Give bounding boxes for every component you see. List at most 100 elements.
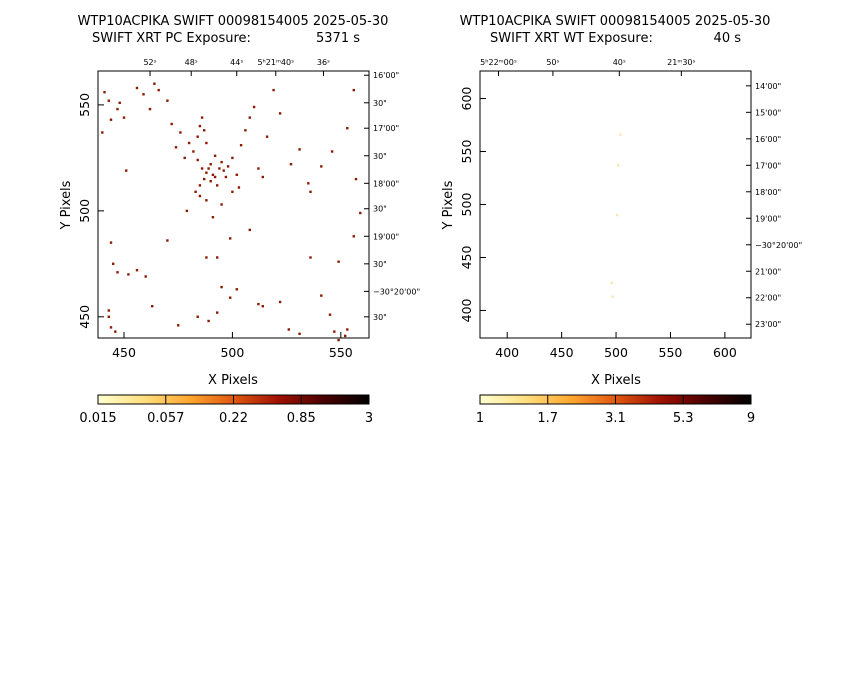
pc-event-pixel [320, 294, 323, 297]
pc-ra-label: 48ˢ [185, 58, 198, 67]
wt-xtick-label: 400 [495, 345, 519, 360]
pc-event-pixel [328, 313, 332, 316]
pc-event-pixel [116, 107, 119, 111]
pc-colorbar: 0.015 0.057 0.22 0.85 3 [79, 394, 373, 426]
pc-event-pixel [187, 141, 191, 145]
pc-colorbar-label: 0.22 [219, 411, 248, 426]
pc-event-pixel [148, 107, 152, 111]
wt-ra-label: 40ˢ [613, 58, 626, 67]
pc-event-pixel [224, 175, 228, 179]
pc-event-pixel [166, 99, 169, 102]
pc-xtick-label: 550 [329, 345, 353, 360]
pc-colorbar-label: 0.015 [79, 411, 116, 426]
pc-event-pixel [196, 158, 199, 162]
pc-event-pixel [239, 144, 243, 147]
wt-xtick-label: 450 [550, 345, 574, 360]
pc-event-pixel [261, 175, 264, 179]
pc-event-pixel [122, 116, 126, 119]
pc-event-pixel [198, 124, 202, 128]
pc-event-pixel [185, 209, 189, 213]
wt-colorbar: 1 1.7 3.1 5.3 9 [476, 394, 755, 426]
pc-event-pixel [354, 177, 358, 181]
pc-event-pixel [196, 315, 199, 318]
pc-event-pixel [192, 150, 195, 153]
pc-event-pixel [153, 82, 156, 85]
wt-dec-label: 16'00" [755, 135, 781, 144]
pc-event-pixel [118, 101, 121, 104]
pc-event-pixel [157, 88, 160, 92]
wt-ytick-label: 400 [459, 298, 474, 322]
pc-event-pixel [252, 105, 256, 109]
pc-event-pixel [151, 305, 154, 308]
pc-event-pixel [211, 173, 215, 176]
pc-event-pixel [125, 169, 128, 172]
pc-event-pixel [209, 180, 212, 183]
wt-panel: WTP10ACPIKA SWIFT 00098154005 2025-05-30… [441, 14, 802, 426]
pc-ylabel: Y Pixels [59, 180, 74, 230]
pc-event-pixel [209, 163, 212, 166]
pc-event-pixel [107, 309, 110, 312]
pc-event-map [101, 82, 362, 342]
wt-dec-label: 22'00" [755, 294, 781, 303]
wt-colorbar-label: 1.7 [537, 411, 558, 426]
pc-event-pixel [114, 330, 117, 333]
pc-dec-label: −30°20'00" [373, 287, 420, 296]
pc-event-pixel [198, 184, 202, 187]
pc-event-pixel [307, 182, 310, 185]
pc-event-pixel [135, 269, 139, 272]
pc-event-pixel [174, 146, 178, 149]
pc-title: WTP10ACPIKA SWIFT 00098154005 2025-05-30 [78, 14, 389, 29]
wt-xlabel: X Pixels [591, 373, 641, 388]
wt-dec-label: 19'00" [755, 214, 781, 223]
pc-colorbar-label: 0.057 [147, 411, 184, 426]
pc-event-pixel [170, 122, 173, 126]
wt-plot-frame [479, 70, 752, 339]
wt-ytick-label: 500 [459, 193, 474, 217]
pc-event-pixel [298, 148, 301, 151]
pc-event-pixel [220, 285, 223, 289]
pc-event-pixel [265, 135, 269, 138]
pc-event-pixel [278, 112, 282, 115]
pc-plot-frame [97, 70, 370, 339]
pc-event-pixel [257, 302, 260, 306]
pc-event-pixel [229, 237, 232, 240]
pc-dec-label: 30" [373, 205, 387, 214]
pc-event-pixel [135, 86, 139, 90]
pc-dec-label: 17'00" [373, 124, 399, 133]
pc-event-pixel [309, 190, 312, 193]
pc-dec-label: 30" [373, 152, 387, 161]
wt-colorbar-label: 5.3 [673, 411, 694, 426]
pc-event-pixel [226, 165, 230, 168]
pc-event-pixel [320, 165, 323, 168]
wt-xtick-label: 500 [604, 345, 628, 360]
wt-dec-label: −30°20'00" [755, 241, 802, 250]
pc-event-pixel [194, 190, 197, 193]
wt-dec-label: 21'00" [755, 267, 781, 276]
pc-event-pixel [235, 173, 238, 176]
pc-ytick-label: 550 [77, 93, 92, 117]
pc-event-pixel [205, 141, 208, 145]
wt-ra-label: 5ʰ22ᵐ00ˢ [480, 58, 517, 67]
pc-event-pixel [257, 167, 260, 170]
wt-dec-label: 18'00" [755, 188, 781, 197]
pc-event-pixel [179, 131, 182, 134]
wt-axes: 400 450 500 550 600 400 450 500 550 600 5ʰ22ᵐ00ˢ 50… [459, 58, 802, 360]
pc-dec-label: 30" [373, 313, 387, 322]
wt-subtitle-label: SWIFT XRT WT Exposure: [490, 31, 653, 46]
pc-event-pixel [166, 239, 169, 242]
pc-event-pixel [309, 256, 312, 259]
pc-event-pixel [203, 177, 206, 181]
pc-event-pixel [333, 330, 336, 333]
wt-dec-label: 23'00" [755, 320, 781, 329]
pc-event-pixel [116, 271, 119, 274]
pc-event-pixel [229, 296, 232, 299]
pc-event-pixel [205, 256, 208, 259]
pc-event-pixel [200, 116, 204, 119]
pc-event-pixel [352, 235, 355, 238]
pc-event-pixel [127, 273, 130, 276]
pc-event-pixel [346, 328, 349, 331]
pc-event-pixel [198, 194, 202, 198]
pc-event-pixel [109, 118, 113, 121]
pc-subtitle-label: SWIFT XRT PC Exposure: [92, 31, 251, 46]
